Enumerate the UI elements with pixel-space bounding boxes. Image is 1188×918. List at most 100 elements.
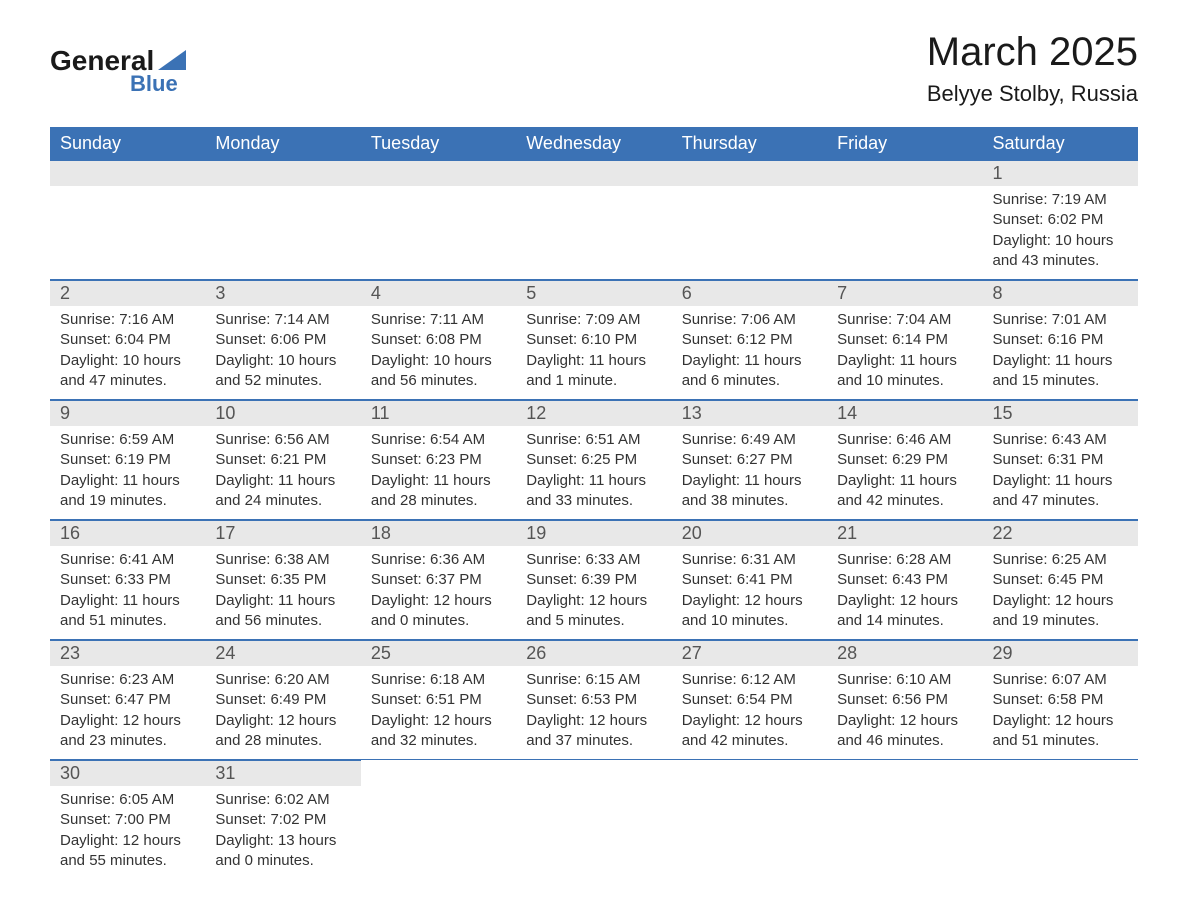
day-cell: 22Sunrise: 6:25 AMSunset: 6:45 PMDayligh… (983, 520, 1138, 640)
day-number: 16 (50, 520, 205, 546)
day-body: Sunrise: 6:54 AMSunset: 6:23 PMDaylight:… (361, 426, 516, 519)
day-number: 14 (827, 400, 982, 426)
day-cell: 13Sunrise: 6:49 AMSunset: 6:27 PMDayligh… (672, 400, 827, 520)
day-sunrise: Sunrise: 6:49 AM (682, 430, 817, 450)
day-daylight1: Daylight: 11 hours (215, 471, 350, 491)
day-sunset: Sunset: 6:25 PM (526, 450, 661, 470)
day-daylight2: and 32 minutes. (371, 731, 506, 751)
day-header: Wednesday (516, 127, 671, 160)
day-header: Thursday (672, 127, 827, 160)
day-daylight1: Daylight: 12 hours (682, 591, 817, 611)
day-daylight1: Daylight: 11 hours (215, 591, 350, 611)
day-cell (983, 760, 1138, 880)
header: General Blue March 2025 Belyye Stolby, R… (50, 30, 1138, 107)
day-sunrise: Sunrise: 7:06 AM (682, 310, 817, 330)
day-daylight1: Daylight: 10 hours (215, 351, 350, 371)
day-sunset: Sunset: 6:56 PM (837, 690, 972, 710)
day-number: 25 (361, 640, 516, 666)
day-sunrise: Sunrise: 6:07 AM (993, 670, 1128, 690)
day-sunrise: Sunrise: 6:33 AM (526, 550, 661, 570)
day-daylight2: and 15 minutes. (993, 371, 1128, 391)
day-daylight2: and 0 minutes. (215, 851, 350, 871)
day-number: 22 (983, 520, 1138, 546)
day-number: 3 (205, 280, 360, 306)
day-number: 21 (827, 520, 982, 546)
empty-day-bar (827, 160, 982, 186)
day-daylight2: and 56 minutes. (371, 371, 506, 391)
day-daylight2: and 1 minute. (526, 371, 661, 391)
day-body: Sunrise: 6:41 AMSunset: 6:33 PMDaylight:… (50, 546, 205, 639)
day-sunrise: Sunrise: 6:38 AM (215, 550, 350, 570)
day-sunset: Sunset: 6:51 PM (371, 690, 506, 710)
day-body: Sunrise: 6:05 AMSunset: 7:00 PMDaylight:… (50, 786, 205, 879)
day-body: Sunrise: 7:04 AMSunset: 6:14 PMDaylight:… (827, 306, 982, 399)
day-body: Sunrise: 6:31 AMSunset: 6:41 PMDaylight:… (672, 546, 827, 639)
calendar-body: 1Sunrise: 7:19 AMSunset: 6:02 PMDaylight… (50, 160, 1138, 879)
day-body: Sunrise: 6:20 AMSunset: 6:49 PMDaylight:… (205, 666, 360, 759)
day-body: Sunrise: 7:01 AMSunset: 6:16 PMDaylight:… (983, 306, 1138, 399)
day-body: Sunrise: 6:49 AMSunset: 6:27 PMDaylight:… (672, 426, 827, 519)
day-body: Sunrise: 6:51 AMSunset: 6:25 PMDaylight:… (516, 426, 671, 519)
day-cell: 15Sunrise: 6:43 AMSunset: 6:31 PMDayligh… (983, 400, 1138, 520)
day-sunrise: Sunrise: 6:28 AM (837, 550, 972, 570)
day-daylight2: and 5 minutes. (526, 611, 661, 631)
day-cell (672, 760, 827, 880)
day-sunset: Sunset: 6:19 PM (60, 450, 195, 470)
empty-day-body (516, 186, 671, 266)
day-number: 8 (983, 280, 1138, 306)
day-sunset: Sunset: 6:10 PM (526, 330, 661, 350)
day-number: 27 (672, 640, 827, 666)
day-number: 17 (205, 520, 360, 546)
day-sunrise: Sunrise: 6:46 AM (837, 430, 972, 450)
day-sunrise: Sunrise: 6:25 AM (993, 550, 1128, 570)
day-sunrise: Sunrise: 6:36 AM (371, 550, 506, 570)
day-daylight1: Daylight: 12 hours (837, 591, 972, 611)
day-daylight1: Daylight: 11 hours (993, 351, 1128, 371)
day-sunset: Sunset: 6:37 PM (371, 570, 506, 590)
day-sunrise: Sunrise: 6:02 AM (215, 790, 350, 810)
day-sunset: Sunset: 6:29 PM (837, 450, 972, 470)
day-cell: 29Sunrise: 6:07 AMSunset: 6:58 PMDayligh… (983, 640, 1138, 760)
day-daylight2: and 6 minutes. (682, 371, 817, 391)
day-sunrise: Sunrise: 6:18 AM (371, 670, 506, 690)
day-cell: 4Sunrise: 7:11 AMSunset: 6:08 PMDaylight… (361, 280, 516, 400)
day-daylight1: Daylight: 11 hours (526, 351, 661, 371)
day-body: Sunrise: 7:16 AMSunset: 6:04 PMDaylight:… (50, 306, 205, 399)
day-body: Sunrise: 6:02 AMSunset: 7:02 PMDaylight:… (205, 786, 360, 879)
day-daylight1: Daylight: 11 hours (993, 471, 1128, 491)
week-row: 16Sunrise: 6:41 AMSunset: 6:33 PMDayligh… (50, 520, 1138, 640)
day-daylight2: and 55 minutes. (60, 851, 195, 871)
day-daylight2: and 33 minutes. (526, 491, 661, 511)
day-number: 15 (983, 400, 1138, 426)
week-row: 2Sunrise: 7:16 AMSunset: 6:04 PMDaylight… (50, 280, 1138, 400)
week-row: 9Sunrise: 6:59 AMSunset: 6:19 PMDaylight… (50, 400, 1138, 520)
empty-day-bar (361, 160, 516, 186)
week-row: 23Sunrise: 6:23 AMSunset: 6:47 PMDayligh… (50, 640, 1138, 760)
day-daylight2: and 56 minutes. (215, 611, 350, 631)
day-daylight2: and 51 minutes. (60, 611, 195, 631)
month-title: March 2025 (927, 30, 1138, 75)
day-header: Monday (205, 127, 360, 160)
day-number: 23 (50, 640, 205, 666)
day-sunset: Sunset: 6:53 PM (526, 690, 661, 710)
day-number: 1 (983, 160, 1138, 186)
day-sunrise: Sunrise: 7:01 AM (993, 310, 1128, 330)
day-header-row: SundayMondayTuesdayWednesdayThursdayFrid… (50, 127, 1138, 160)
day-number: 28 (827, 640, 982, 666)
empty-day-bar (672, 160, 827, 186)
day-daylight2: and 42 minutes. (682, 731, 817, 751)
day-cell: 28Sunrise: 6:10 AMSunset: 6:56 PMDayligh… (827, 640, 982, 760)
day-daylight1: Daylight: 12 hours (526, 711, 661, 731)
day-sunrise: Sunrise: 7:16 AM (60, 310, 195, 330)
day-cell: 8Sunrise: 7:01 AMSunset: 6:16 PMDaylight… (983, 280, 1138, 400)
day-daylight1: Daylight: 11 hours (371, 471, 506, 491)
day-daylight1: Daylight: 11 hours (526, 471, 661, 491)
day-daylight1: Daylight: 13 hours (215, 831, 350, 851)
day-daylight1: Daylight: 12 hours (60, 831, 195, 851)
day-number: 30 (50, 760, 205, 786)
day-daylight2: and 46 minutes. (837, 731, 972, 751)
day-cell: 7Sunrise: 7:04 AMSunset: 6:14 PMDaylight… (827, 280, 982, 400)
day-daylight1: Daylight: 12 hours (837, 711, 972, 731)
day-sunrise: Sunrise: 7:14 AM (215, 310, 350, 330)
day-sunset: Sunset: 6:08 PM (371, 330, 506, 350)
